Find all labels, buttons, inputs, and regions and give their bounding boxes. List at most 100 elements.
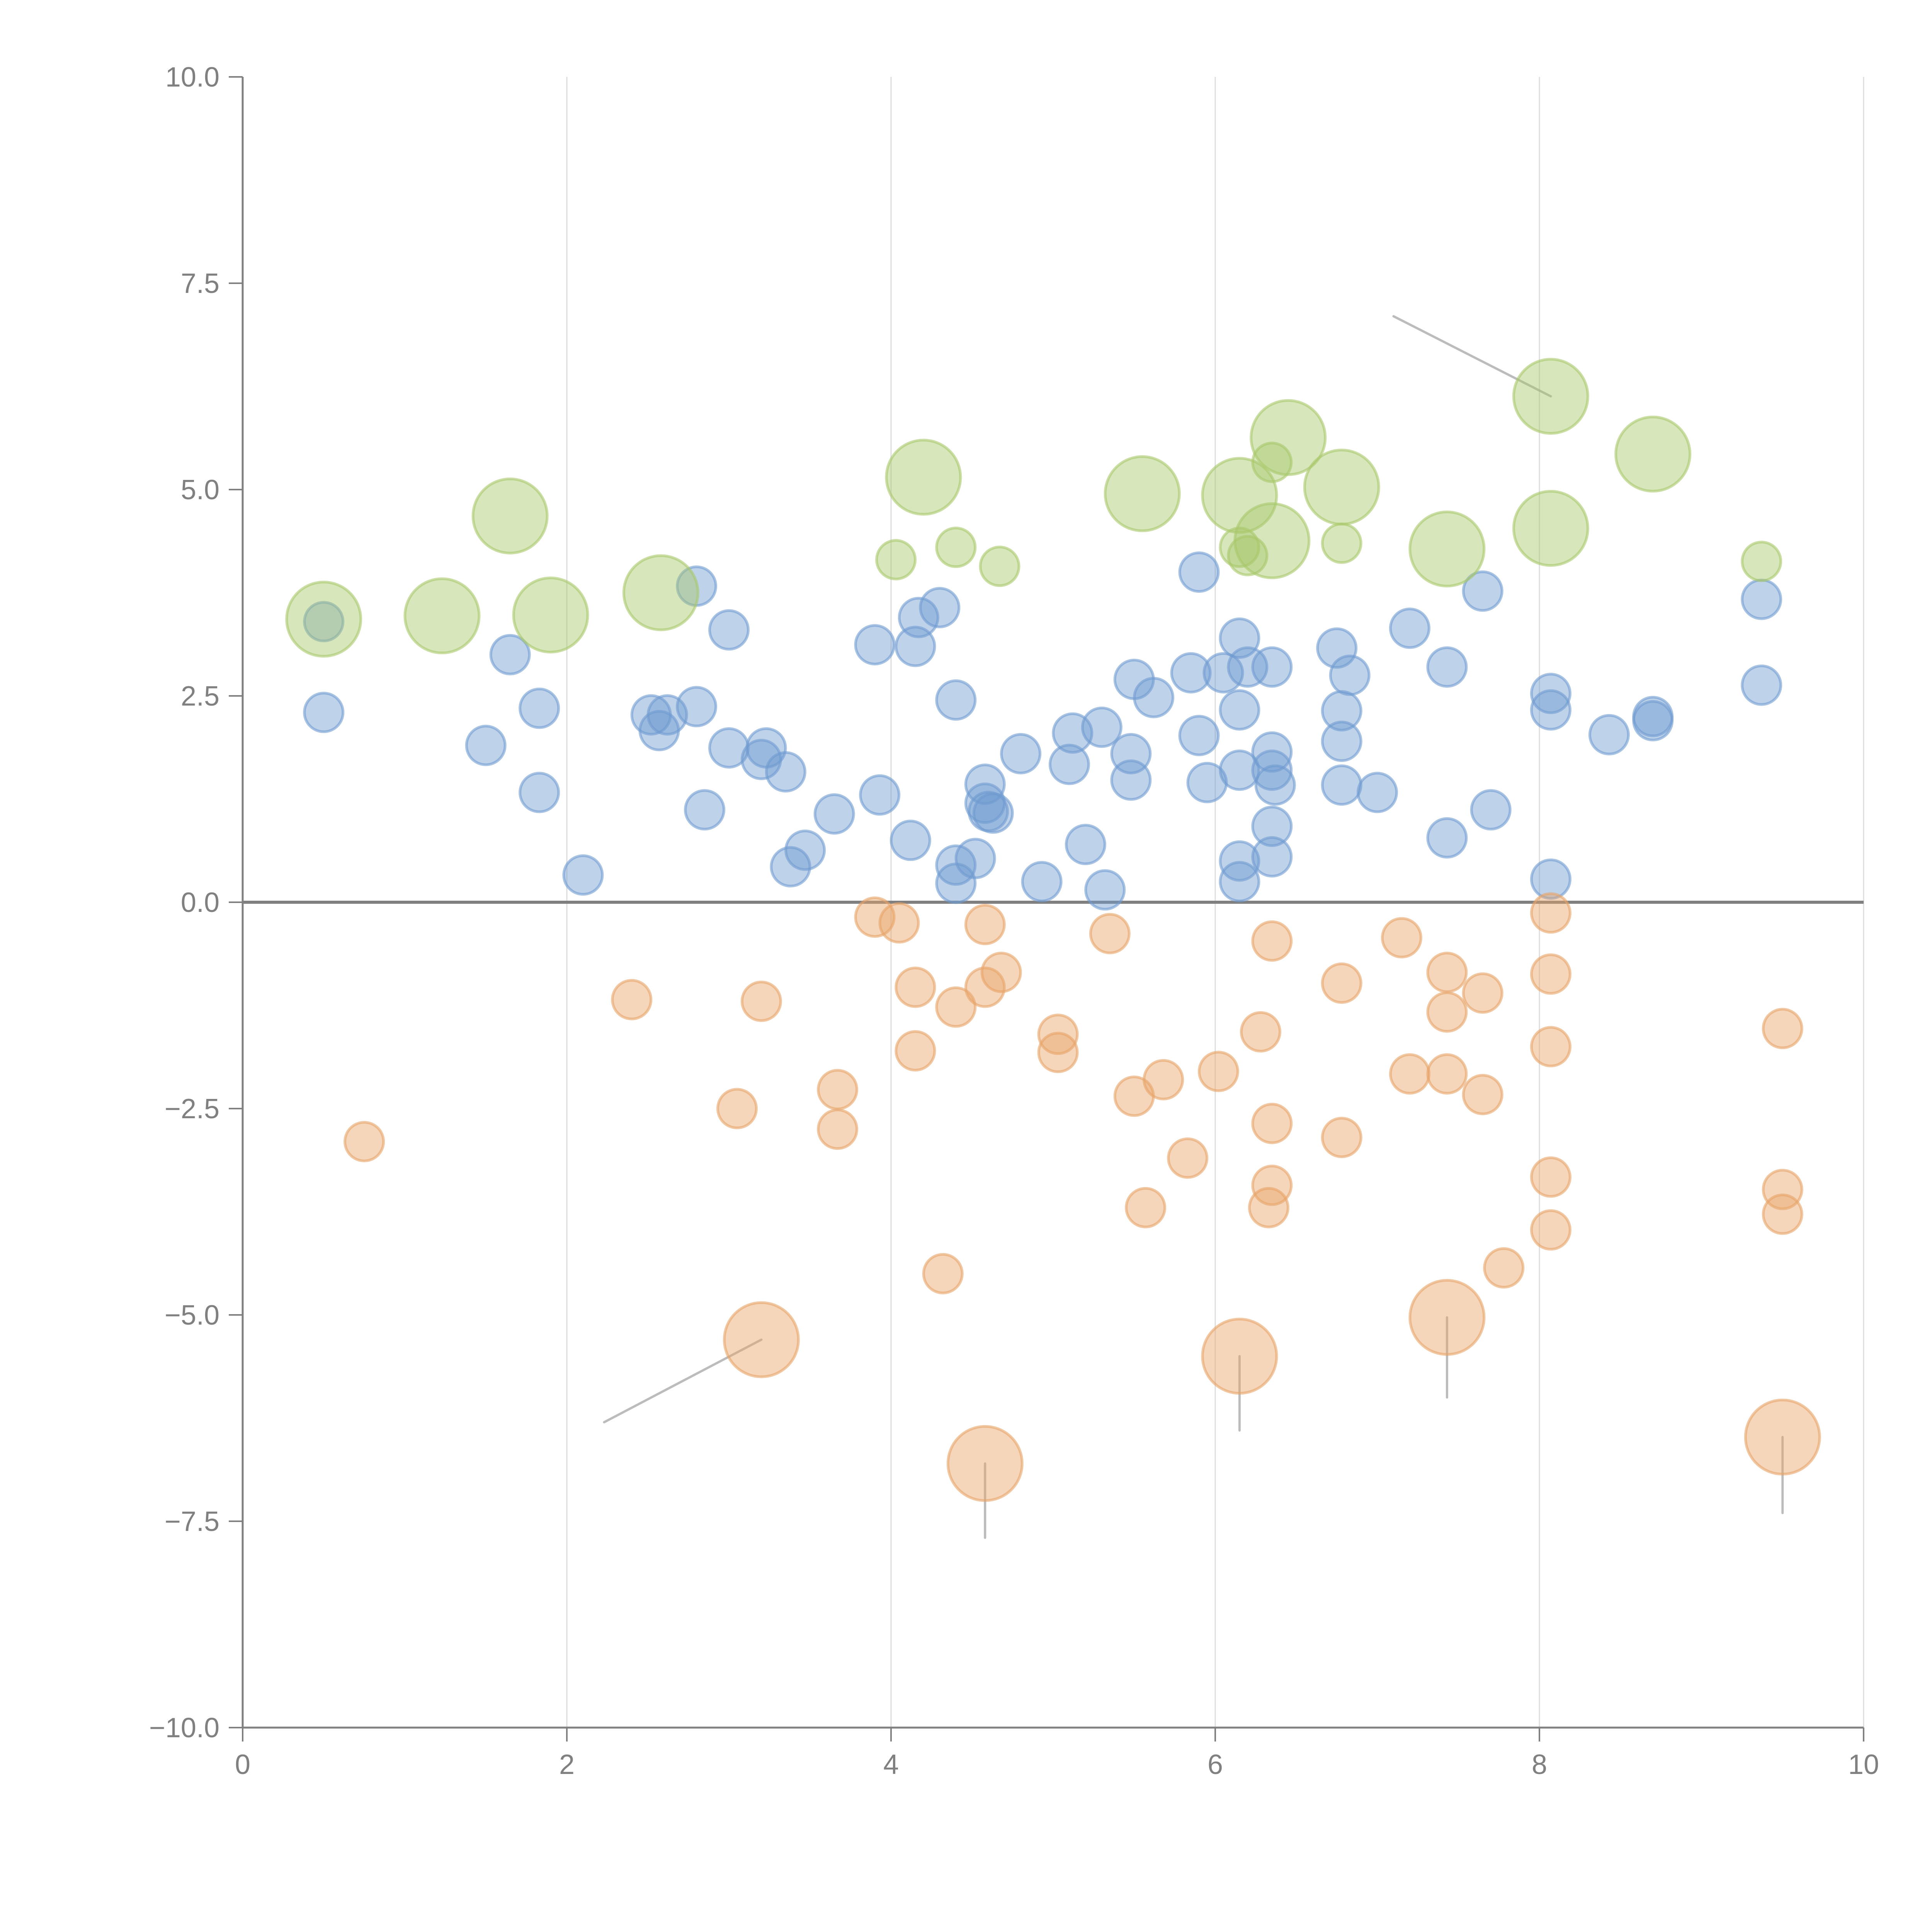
bubble-point bbox=[1048, 743, 1090, 785]
bubble-point bbox=[519, 772, 560, 813]
bubble-point bbox=[622, 554, 699, 631]
y-tick-label: 7.5 bbox=[181, 268, 219, 299]
bubble-point bbox=[1426, 817, 1468, 859]
bubble-point bbox=[1219, 689, 1260, 731]
bubble-point bbox=[1512, 358, 1589, 435]
bubble-point bbox=[935, 679, 977, 721]
bubble-point bbox=[1081, 706, 1122, 748]
bubble-point bbox=[964, 966, 1006, 1008]
bubble-point bbox=[1389, 1053, 1430, 1095]
bubble-point bbox=[1133, 677, 1175, 718]
bubble-point bbox=[676, 686, 718, 728]
bubble-point bbox=[1251, 1102, 1293, 1144]
y-tick-label: 10.0 bbox=[165, 62, 219, 93]
bubble-point bbox=[980, 952, 1022, 993]
bubble-point bbox=[1167, 1137, 1209, 1179]
bubble-point bbox=[1251, 749, 1293, 791]
y-tick-label: −10.0 bbox=[149, 1713, 219, 1743]
bubble-point bbox=[1321, 720, 1362, 762]
bubbles bbox=[285, 358, 1821, 1502]
bubble-point bbox=[1251, 920, 1293, 962]
bubble-point bbox=[1303, 449, 1380, 526]
bubble-point bbox=[471, 477, 549, 554]
bubble-point bbox=[1530, 1209, 1571, 1251]
bubble-point bbox=[611, 979, 653, 1020]
bubble-point bbox=[1240, 1011, 1281, 1053]
bubble-point bbox=[1254, 764, 1296, 806]
bubble-point bbox=[1381, 917, 1422, 959]
bubble-point bbox=[784, 829, 826, 871]
series-positive bbox=[303, 551, 1782, 911]
bubble-point bbox=[1202, 652, 1244, 694]
bubble-point bbox=[1530, 1026, 1571, 1068]
bubble-point bbox=[1408, 510, 1486, 588]
bubble-point bbox=[1316, 627, 1358, 669]
bubble-point bbox=[935, 527, 977, 568]
bubble-point bbox=[964, 904, 1006, 946]
bubble-point bbox=[972, 792, 1014, 834]
bubble-point bbox=[1170, 652, 1212, 694]
bubble-point bbox=[1250, 399, 1327, 476]
bubble-point bbox=[889, 820, 931, 861]
x-tick-labels: 0 2 4 6 8 10 bbox=[235, 1749, 1879, 1780]
x-tick-label: 8 bbox=[1532, 1749, 1547, 1780]
bubble-point bbox=[1251, 646, 1293, 688]
bubble-point bbox=[1089, 913, 1131, 954]
bubble-point bbox=[512, 577, 589, 654]
bubble-point bbox=[708, 727, 750, 769]
bubble-point bbox=[1530, 673, 1571, 714]
y-tick-label: −7.5 bbox=[165, 1506, 219, 1537]
bubble-point bbox=[1530, 689, 1571, 731]
bubble-point bbox=[723, 1301, 800, 1378]
bubble-point bbox=[935, 986, 977, 1028]
bubble-point bbox=[1321, 1117, 1362, 1158]
bubble-point bbox=[1741, 541, 1782, 582]
bubble-point bbox=[1065, 823, 1106, 865]
bubble-point bbox=[954, 838, 996, 879]
bubble-point bbox=[1321, 764, 1362, 806]
bubble-point bbox=[1389, 607, 1430, 649]
bubble-point bbox=[1248, 1187, 1289, 1228]
bubble-point bbox=[1110, 759, 1152, 801]
bubble-point bbox=[1227, 535, 1269, 577]
bubble-point bbox=[1530, 953, 1571, 995]
bubble-point bbox=[1125, 1187, 1167, 1228]
bubble-point bbox=[562, 854, 604, 896]
bubble-point bbox=[1321, 522, 1362, 564]
bubble-point bbox=[1426, 1053, 1468, 1095]
bubble-point bbox=[1000, 733, 1042, 775]
bubble-point bbox=[1233, 502, 1311, 579]
x-tick-label: 6 bbox=[1208, 1749, 1223, 1780]
bubble-point bbox=[1178, 715, 1220, 757]
bubble-point bbox=[922, 1253, 964, 1294]
bubble-point bbox=[1483, 1247, 1525, 1289]
y-tick-labels: 10.0 7.5 5.0 2.5 0.0 −2.5 −5.0 −7.5 −10.0 bbox=[149, 62, 219, 1743]
bubble-point bbox=[303, 692, 345, 733]
bubble-point bbox=[1143, 1059, 1184, 1100]
bubble-point bbox=[1321, 962, 1362, 1004]
bubble-point bbox=[1251, 442, 1293, 483]
bubble-point bbox=[1037, 1032, 1079, 1073]
y-tick-label: −2.5 bbox=[165, 1094, 219, 1124]
bubble-point bbox=[1227, 646, 1269, 688]
bubble-point bbox=[813, 793, 855, 835]
x-tick-label: 10 bbox=[1848, 1749, 1879, 1780]
bubble-point bbox=[1741, 578, 1782, 620]
bubble-point bbox=[1744, 1398, 1821, 1476]
bubble-point bbox=[344, 1121, 385, 1162]
x-tick-label: 0 bbox=[235, 1749, 250, 1780]
bubble-point bbox=[885, 439, 962, 516]
bubble-point bbox=[1251, 836, 1293, 878]
bubble-point bbox=[1762, 1168, 1803, 1210]
bubble-point bbox=[946, 1425, 1024, 1502]
x-tick-label: 2 bbox=[559, 1749, 575, 1780]
bubble-point bbox=[878, 902, 920, 944]
bubble-point bbox=[895, 966, 936, 1008]
bubble-point bbox=[765, 751, 806, 793]
bubble-point bbox=[859, 774, 901, 816]
bubble-point bbox=[708, 609, 750, 651]
bubble-point bbox=[1197, 1051, 1239, 1092]
bubble-point bbox=[979, 546, 1020, 587]
bubble-point bbox=[770, 846, 811, 888]
